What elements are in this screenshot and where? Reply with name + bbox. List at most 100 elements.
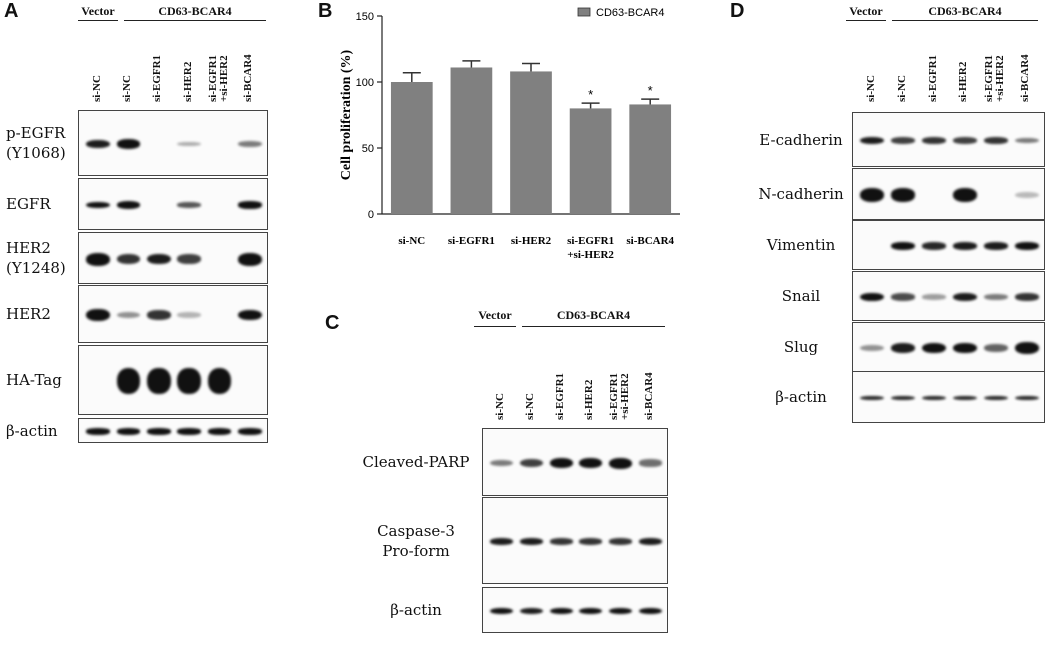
blot-strip [482,587,668,633]
row-label: Caspase-3 Pro-form [377,521,455,560]
band [177,312,201,318]
band [86,309,110,321]
band [922,242,947,250]
lane-label: si-HER2 [583,379,596,420]
band [549,457,573,469]
row-label: Snail [781,287,821,305]
band [579,457,603,469]
group-label-cd63-bcar4: CD63-BCAR4 [928,4,1002,18]
band [86,201,110,209]
group-underline-cd63-bcar4 [892,20,1038,21]
band [116,428,141,435]
band [860,344,885,352]
band [891,342,916,353]
row-label: EGFR [6,195,51,213]
group-label-cd63-bcar4: CD63-BCAR4 [556,308,631,322]
band [608,457,633,469]
band [608,607,633,615]
band [238,252,262,266]
band [116,139,141,149]
lane-label: si-BCAR4 [642,372,655,420]
band [177,202,201,208]
blot-strip [78,110,268,176]
band [1014,241,1039,250]
lane-label: si-EGFR1 [151,54,164,102]
band [86,428,110,435]
band [177,254,201,264]
row-label: β-actin [6,421,58,440]
y-tick-label: 100 [356,77,374,89]
blot-strip [78,345,268,415]
lane-label: si-EGFR1 [926,54,939,102]
group-label-cd63-bcar4: CD63-BCAR4 [158,4,232,18]
band [238,309,262,321]
blot-strip [78,418,268,443]
panel-d-letter: D [730,0,745,22]
x-tick-label: si-NC [398,235,425,247]
band [490,607,514,615]
band [638,459,662,467]
band [891,137,916,144]
band [177,141,201,147]
band [983,293,1008,301]
x-tick-label: si-EGFR1 [567,235,614,247]
x-tick-label: si-HER2 [511,235,552,247]
band [519,538,544,545]
band [207,368,232,394]
band [952,188,977,202]
band [952,342,977,354]
significance-marker: * [648,83,653,98]
group-label-vector: Vector [478,308,512,322]
band [86,252,110,266]
band [638,607,662,615]
band [116,201,141,209]
band [519,607,544,615]
blot-strip [852,112,1045,167]
band [490,459,514,467]
band [860,395,885,401]
row-label: β-actin [390,601,442,619]
band [238,140,262,148]
band [983,343,1008,352]
bar-chart: 0 50 100 150 Cell proliferation (%) si-NC si-E… [339,7,680,261]
group-underline-cd63-bcar4 [522,326,665,327]
band [922,342,947,354]
blot-strip [78,285,268,343]
band [177,368,201,394]
band [608,538,633,545]
lane-label: si-NC [494,393,507,420]
band [891,188,916,202]
band [1014,137,1039,144]
row-label: Cleaved-PARP [362,453,470,471]
band [147,310,171,320]
blot-strip [852,371,1045,423]
y-axis-title: Cell proliferation (%) [339,49,354,180]
band [177,428,201,435]
band [1014,293,1039,301]
lane-label: si-HER2 [957,61,970,102]
band [952,137,977,144]
bar [569,108,612,214]
row-label: HER2 [6,305,51,323]
group-underline-cd63-bcar4 [124,20,266,21]
band [519,458,544,468]
row-label: Slug [783,338,819,356]
lane-label: si-EGFR1 +si-HER2 [982,54,1006,102]
band [983,242,1008,250]
band [983,136,1008,144]
group-underline-vector [78,20,118,21]
band [1014,191,1039,199]
y-tick-label: 150 [356,11,374,23]
band [549,538,573,545]
legend-swatch [577,7,591,17]
x-tick-label: si-BCAR4 [626,235,674,247]
band [860,292,885,302]
lane-label: si-EGFR1 [553,372,566,420]
row-label: HER2 (Y1248) [6,239,66,277]
band [952,292,977,302]
significance-marker: * [588,87,593,102]
row-label: β-actin [775,388,827,406]
y-tick-label: 50 [362,143,374,155]
group-label-vector: Vector [849,4,883,18]
lane-label: si-BCAR4 [242,54,255,102]
